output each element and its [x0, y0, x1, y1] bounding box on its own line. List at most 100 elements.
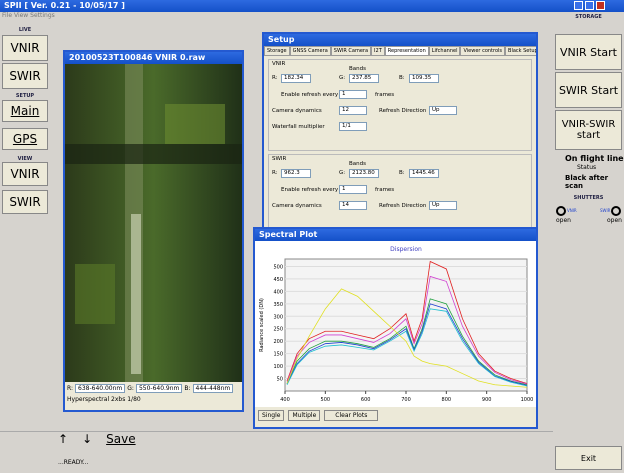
button[interactable]: Save — [106, 432, 136, 446]
window-bar: Spectral Plot — [255, 229, 536, 241]
y-tick-label: 200 — [273, 339, 283, 345]
dropdown[interactable]: 550-640.9nm — [135, 384, 183, 393]
label: Camera dynamics — [272, 108, 322, 114]
label: Enable refresh every — [281, 187, 339, 193]
y-tick-label: 150 — [273, 352, 283, 358]
menu-item[interactable]: File — [2, 12, 13, 19]
field[interactable]: Up — [429, 201, 457, 210]
title-bar: SPII [ Ver. 0.21 - 10/05/17 ] — [0, 0, 624, 12]
label: frames — [375, 92, 395, 98]
label: open — [607, 217, 622, 224]
button[interactable]: Clear Plots — [324, 410, 379, 421]
x-tick-label: 900 — [482, 397, 492, 403]
checkbox[interactable]: On flight line — [565, 154, 624, 163]
min[interactable] — [574, 1, 583, 10]
button[interactable]: Exit — [555, 446, 622, 470]
tab[interactable]: Storage — [264, 46, 290, 56]
label: R: — [67, 385, 74, 392]
tab[interactable]: Viewer controls — [460, 46, 506, 56]
y-tick-label: 50 — [277, 377, 283, 383]
tab[interactable]: Representation — [384, 46, 429, 56]
label: SWIR — [600, 208, 611, 213]
max[interactable] — [585, 1, 594, 10]
section-label: SETUP — [15, 93, 35, 99]
label: R: — [272, 170, 278, 176]
x-tick-label: 800 — [442, 397, 452, 403]
y-tick-label: 300 — [273, 314, 283, 320]
button[interactable]: VNIR Start — [555, 34, 622, 70]
group: SWIR Bands R: 962.3 G: 2123.80 B: 1445.46 Enable… — [268, 154, 532, 230]
tab[interactable]: Lifchannel — [428, 46, 461, 56]
checkbox[interactable]: Black after scan — [565, 174, 609, 190]
image-window: 20100523T100846 VNIR 0.raw R: 638-640.00n… — [63, 50, 244, 412]
groups: VNIR Bands R: 182.34 G: 237.85 B: 109.35 Enable … — [264, 59, 536, 230]
y-tick-label: 500 — [273, 264, 283, 270]
field[interactable]: 1 — [339, 90, 367, 99]
y-axis-label: Radiance scaled (DN) — [259, 298, 265, 352]
field[interactable]: 12 — [339, 106, 367, 115]
button[interactable]: SWIR — [2, 63, 48, 89]
x-tick-label: 400 — [280, 397, 290, 403]
image — [65, 64, 242, 382]
label: R: — [272, 75, 278, 81]
y-tick-label: 450 — [273, 277, 283, 283]
button[interactable]: VNIR — [2, 162, 48, 186]
tab[interactable]: I2T — [371, 46, 385, 56]
label: Bands — [349, 161, 366, 167]
button[interactable]: VNIR-SWIR start — [555, 110, 622, 150]
button[interactable]: GPS — [2, 128, 48, 150]
y-tick-label: 100 — [273, 364, 283, 370]
window-bar: 20100523T100846 VNIR 0.raw — [65, 52, 242, 64]
field[interactable]: 109.35 — [409, 74, 439, 83]
button[interactable]: Main — [2, 100, 48, 122]
field[interactable]: 182.34 — [281, 74, 311, 83]
status: ...READY... — [58, 459, 89, 466]
series-line — [286, 298, 528, 386]
field[interactable]: Up — [429, 106, 457, 115]
label: VNIR — [272, 61, 286, 67]
label: Refresh Direction — [379, 108, 427, 114]
button[interactable]: ↓ — [82, 432, 93, 446]
window-title: SPII [ Ver. 0.21 - 10/05/17 ] — [4, 1, 125, 10]
field[interactable]: 237.85 — [349, 74, 379, 83]
menu-item[interactable]: View — [13, 12, 29, 19]
tab[interactable]: Black Setup — [505, 46, 536, 56]
button[interactable]: Single — [258, 410, 285, 421]
tab[interactable]: GNSS Camera — [289, 46, 331, 56]
series-line — [286, 288, 528, 388]
y-tick-label: 350 — [273, 302, 283, 308]
button[interactable]: Multiple — [288, 410, 321, 421]
label: frames — [375, 187, 395, 193]
button[interactable]: VNIR — [2, 35, 48, 61]
field[interactable]: 1/1 — [339, 122, 367, 131]
menu-item[interactable]: Settings — [30, 12, 55, 19]
section-label: LIVE — [18, 27, 32, 33]
series-line — [286, 275, 528, 385]
section-label: VIEW — [17, 156, 33, 162]
button[interactable]: SWIR — [2, 190, 48, 214]
field[interactable]: 962.3 — [281, 169, 311, 178]
window-title: 20100523T100846 VNIR 0.raw — [69, 53, 206, 62]
tab[interactable]: SWIR Camera — [330, 46, 372, 56]
right-panel: STORAGE VNIR Start SWIR Start VNIR-SWIR … — [553, 14, 624, 473]
field[interactable]: 1445.46 — [409, 169, 439, 178]
setup-window: Setup Storage GNSS Camera SWIR Camera I2T Re… — [262, 32, 538, 230]
field[interactable]: 1 — [339, 185, 367, 194]
close[interactable] — [596, 1, 605, 10]
button[interactable]: ↑ — [58, 432, 69, 446]
label: G: — [339, 170, 346, 176]
shutter[interactable] — [556, 206, 566, 216]
y-tick-label: 250 — [273, 327, 283, 333]
dropdown[interactable]: 444-448nm — [192, 384, 234, 393]
field[interactable]: 14 — [339, 201, 367, 210]
y-tick-label: 400 — [273, 289, 283, 295]
button[interactable]: SWIR Start — [555, 72, 622, 108]
label: B: — [399, 75, 405, 81]
dropdown[interactable]: 638-640.00nm — [75, 384, 126, 393]
shutter[interactable] — [611, 206, 621, 216]
label: Bands — [349, 66, 366, 72]
window-title: Spectral Plot — [259, 230, 318, 239]
series-line — [286, 303, 528, 386]
field[interactable]: 2123.80 — [349, 169, 379, 178]
tabs: Storage GNSS Camera SWIR Camera I2T Represen… — [264, 46, 536, 56]
